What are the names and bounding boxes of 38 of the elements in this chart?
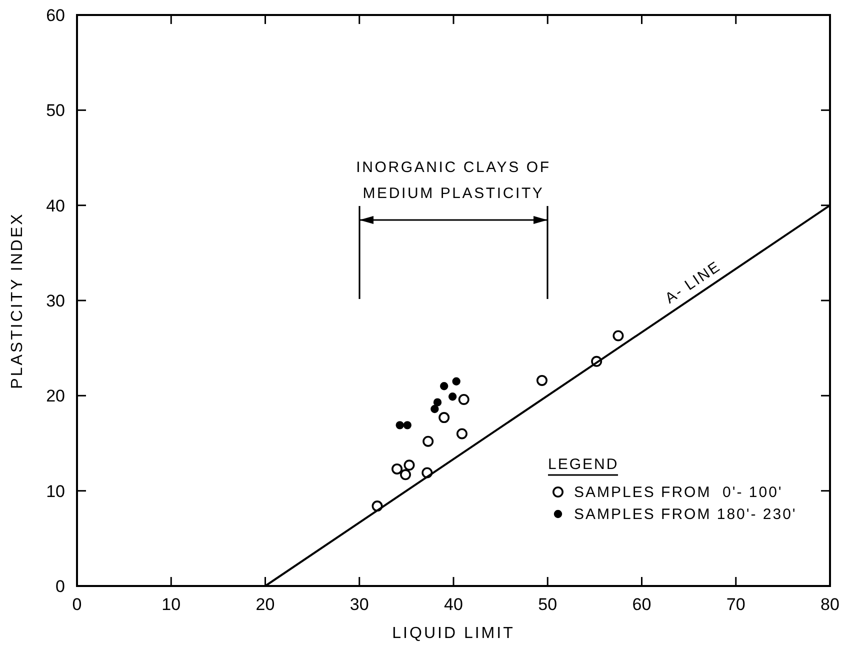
legend-label: SAMPLES FROM 180'- 230' — [574, 506, 797, 523]
y-tick-label: 50 — [46, 101, 65, 120]
y-tick-label: 40 — [46, 196, 65, 216]
x-tick-label: 0 — [72, 595, 82, 614]
point — [422, 436, 434, 447]
y-tick-label: 10 — [46, 482, 65, 501]
x-tick-label: 60 — [632, 595, 652, 614]
x-tick-label: 10 — [162, 595, 181, 614]
point — [536, 374, 548, 386]
point — [438, 412, 450, 424]
point — [433, 398, 442, 406]
y-tick-label: 20 — [46, 386, 65, 406]
point — [458, 394, 470, 405]
x-tick-label: 70 — [726, 595, 746, 614]
point — [400, 469, 411, 480]
annotation: INORGANIC CLAYS OF MEDIUM PLASTICITY — [356, 158, 551, 202]
point — [392, 463, 403, 474]
point — [440, 382, 448, 390]
x-tick-label: 20 — [256, 595, 275, 614]
point — [448, 392, 457, 401]
point — [456, 428, 468, 440]
legend-label: SAMPLES FROM 0'- 100' — [574, 484, 783, 501]
point — [452, 377, 460, 386]
x-tick-label: 80 — [820, 595, 840, 614]
y-axis-title: PLASTICITY INDEX — [9, 212, 26, 389]
point — [403, 421, 412, 430]
y-tick-label: 30 — [46, 292, 65, 310]
x-tick-label: 40 — [444, 595, 463, 614]
y-tick-label: 60 — [46, 6, 65, 25]
point — [404, 460, 415, 471]
point — [430, 404, 439, 414]
point — [396, 421, 404, 430]
x-axis-title: LIQUID LIMIT — [392, 625, 515, 642]
y-tick-label: 0 — [56, 577, 65, 596]
x-tick-label: 30 — [350, 595, 369, 614]
point — [612, 330, 624, 342]
x-tick-label: 50 — [538, 595, 558, 614]
legend-title: LEGEND — [548, 456, 619, 473]
